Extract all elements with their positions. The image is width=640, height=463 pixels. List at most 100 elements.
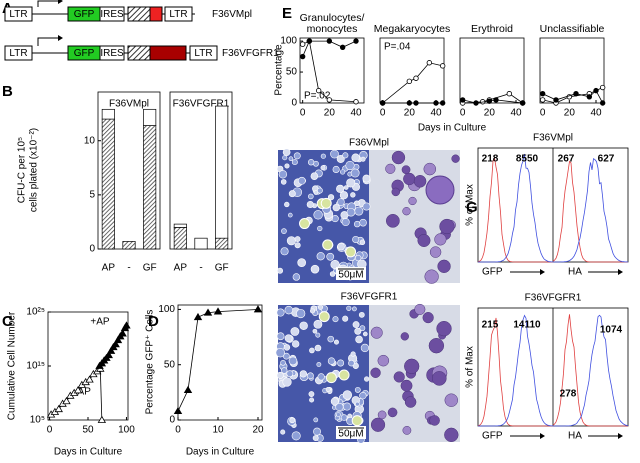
cell xyxy=(393,371,405,383)
x-tick-label: 10 xyxy=(212,425,224,436)
cell xyxy=(278,170,288,179)
micrograph: 50μM xyxy=(275,303,460,444)
flow-y-label: % of Max xyxy=(465,184,476,226)
flow-x-label: GFP xyxy=(482,431,503,442)
arrow-head xyxy=(540,433,545,439)
series-line xyxy=(177,309,259,412)
cell xyxy=(292,340,300,348)
cell xyxy=(308,193,314,200)
panel-label: D xyxy=(148,313,159,330)
cell xyxy=(345,160,355,171)
cell xyxy=(329,271,336,277)
data-point xyxy=(413,75,419,81)
gate-value: 627 xyxy=(598,154,615,165)
data-point xyxy=(406,78,413,85)
cell xyxy=(315,332,321,338)
y-tick-label: 0 xyxy=(291,98,297,109)
histogram-curve xyxy=(552,314,628,427)
cell xyxy=(307,159,315,166)
data-point xyxy=(433,100,439,106)
cell xyxy=(284,201,290,208)
cell xyxy=(423,162,437,176)
cell xyxy=(451,154,460,163)
y-axis-label: Percentage GFP⁺ Cells xyxy=(145,310,156,415)
plot-frame xyxy=(47,311,129,421)
y-tick-label: 50 xyxy=(286,67,298,78)
cell xyxy=(332,316,339,323)
cell xyxy=(276,371,284,379)
cell xyxy=(291,431,301,441)
data-point xyxy=(493,97,499,103)
ires-label: IRES xyxy=(100,48,124,59)
data-point xyxy=(118,329,127,337)
gate-value: 215 xyxy=(482,320,499,331)
cell xyxy=(422,312,434,324)
cell xyxy=(342,152,349,159)
cell xyxy=(362,202,371,211)
cell xyxy=(288,190,296,198)
x-tick-label: GF xyxy=(143,263,157,274)
cell xyxy=(276,267,284,274)
cell xyxy=(306,200,314,209)
cell xyxy=(288,156,294,162)
arrow-head xyxy=(58,0,63,4)
y-axis-label: CFU-C per 10⁵ xyxy=(17,137,28,203)
cell xyxy=(350,351,356,357)
cell xyxy=(280,247,289,256)
chart-title: Megakaryocytes xyxy=(373,23,451,35)
cell xyxy=(309,397,315,403)
cell xyxy=(284,334,293,343)
cell xyxy=(297,258,307,267)
bar-segment xyxy=(173,226,187,250)
cell xyxy=(325,372,337,384)
cell xyxy=(359,392,367,400)
gate-value: 278 xyxy=(560,389,577,400)
cell xyxy=(313,417,319,423)
y-tick-label: 10¹⁵ xyxy=(26,361,45,372)
panel-label: G xyxy=(466,199,478,216)
cell xyxy=(282,148,291,157)
y-tick-label: 10 xyxy=(84,135,96,146)
cell xyxy=(275,347,285,358)
data-point xyxy=(183,385,193,394)
x-tick-label: 0 xyxy=(47,425,53,436)
scale-box xyxy=(336,426,366,439)
cell xyxy=(327,335,335,343)
y-axis-label: Percentage xyxy=(274,44,285,96)
cell xyxy=(360,343,370,353)
cell xyxy=(355,335,363,344)
x-tick-label: 20 xyxy=(484,108,496,119)
micrograph-title: F36VMpl xyxy=(349,138,389,149)
cell xyxy=(342,315,349,322)
ltr-label: LTR xyxy=(9,9,27,20)
histogram-curve xyxy=(553,314,629,427)
gate-value: 8550 xyxy=(516,154,539,165)
cell xyxy=(354,327,362,335)
plot-frame xyxy=(459,37,525,104)
cell xyxy=(314,344,322,352)
cell xyxy=(282,155,288,161)
cell xyxy=(342,390,353,400)
cell xyxy=(308,391,315,397)
bar-segment xyxy=(215,237,229,250)
cell xyxy=(337,198,345,206)
cell xyxy=(434,233,447,246)
cell xyxy=(428,338,445,354)
cell xyxy=(402,207,411,216)
cell xyxy=(296,308,306,319)
histogram-curve xyxy=(478,314,553,427)
data-point xyxy=(97,415,107,423)
histogram-curve xyxy=(553,158,629,263)
promoter-arrow xyxy=(37,0,58,7)
cell xyxy=(370,417,386,432)
cell xyxy=(289,417,296,424)
data-point xyxy=(193,312,203,321)
cell xyxy=(385,163,396,174)
ires-label: IRES xyxy=(100,9,124,20)
annotation: - AP xyxy=(72,387,91,398)
bar-segment xyxy=(143,125,157,250)
chart-title: Erythroid xyxy=(470,23,513,35)
ltr-box xyxy=(4,6,33,22)
cell xyxy=(316,362,322,367)
data-point xyxy=(73,386,83,394)
